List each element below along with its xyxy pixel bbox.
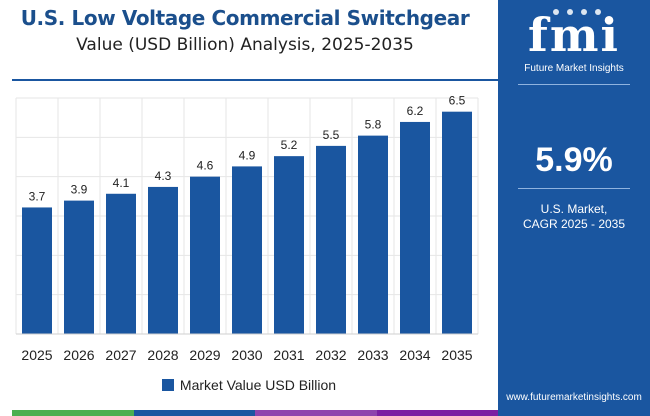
logo-subtitle: Future Market Insights: [524, 63, 624, 74]
bar-2031: [274, 156, 304, 334]
data-label-2027: 4.1: [113, 176, 130, 190]
side-panel: fmi Future Market Insights 5.9% U.S. Mar…: [498, 0, 650, 416]
website-link[interactable]: www.futuremarketinsights.com: [506, 392, 642, 403]
x-tick-label-2029: 2029: [189, 347, 220, 363]
bar-2027: [106, 193, 136, 334]
data-label-2029: 4.6: [197, 159, 214, 173]
data-label-2028: 4.3: [155, 169, 172, 183]
x-tick-label-2025: 2025: [21, 347, 52, 363]
data-label-2034: 6.2: [407, 104, 424, 118]
data-label-2035: 6.5: [449, 94, 466, 108]
bar-2030: [232, 166, 262, 334]
x-tick-label-2032: 2032: [315, 347, 346, 363]
bar-2035: [442, 111, 472, 335]
legend-label: Market Value USD Billion: [179, 377, 337, 393]
bar-2033: [358, 135, 388, 334]
fmi-logo: fmi: [528, 8, 620, 62]
stripe-segment-4: [376, 410, 498, 416]
title-divider: [12, 79, 498, 81]
bar-chart: 3.7 2025 3.9 2026 4.1 2027 4.3 2028 4.6 2029 4.9 20…: [15, 94, 479, 363]
stripe-segment-1: [12, 410, 134, 416]
data-label-2025: 3.7: [29, 189, 46, 203]
bottom-color-stripe: [12, 410, 498, 416]
bar-2032: [316, 145, 346, 334]
bar-2034: [400, 121, 430, 334]
x-tick-label-2033: 2033: [357, 347, 388, 363]
data-label-2031: 5.2: [281, 138, 298, 152]
x-tick-label-2027: 2027: [105, 347, 136, 363]
cagr-label-line2: CAGR 2025 - 2035: [522, 217, 626, 231]
stripe-segment-2: [133, 410, 255, 416]
bar-2026: [64, 200, 94, 334]
x-tick-label-2028: 2028: [147, 347, 178, 363]
chart-subtitle: Value (USD Billion) Analysis, 2025-2035: [76, 35, 414, 55]
bar-2028: [148, 186, 178, 334]
x-tick-label-2031: 2031: [273, 347, 304, 363]
data-label-2033: 5.8: [365, 118, 382, 132]
data-label-2030: 4.9: [239, 148, 256, 162]
bar-2025: [22, 207, 52, 334]
side-divider-middle: [518, 188, 630, 189]
x-tick-label-2030: 2030: [231, 347, 262, 363]
legend-swatch: [161, 379, 174, 391]
x-tick-label-2026: 2026: [63, 347, 94, 363]
data-label-2032: 5.5: [323, 128, 340, 142]
chart-title: U.S. Low Voltage Commercial Switchgear: [20, 6, 470, 30]
data-label-2026: 3.9: [71, 183, 88, 197]
x-tick-label-2034: 2034: [399, 347, 430, 363]
cagr-value: 5.9%: [535, 141, 613, 179]
cagr-label-line1: U.S. Market,: [540, 202, 608, 216]
logo-dots-icon: [553, 9, 601, 15]
stripe-segment-3: [255, 410, 377, 416]
side-divider-top: [518, 84, 630, 85]
chart-legend: Market Value USD Billion: [0, 376, 498, 394]
x-tick-label-2035: 2035: [441, 347, 472, 363]
bar-2029: [190, 176, 220, 334]
